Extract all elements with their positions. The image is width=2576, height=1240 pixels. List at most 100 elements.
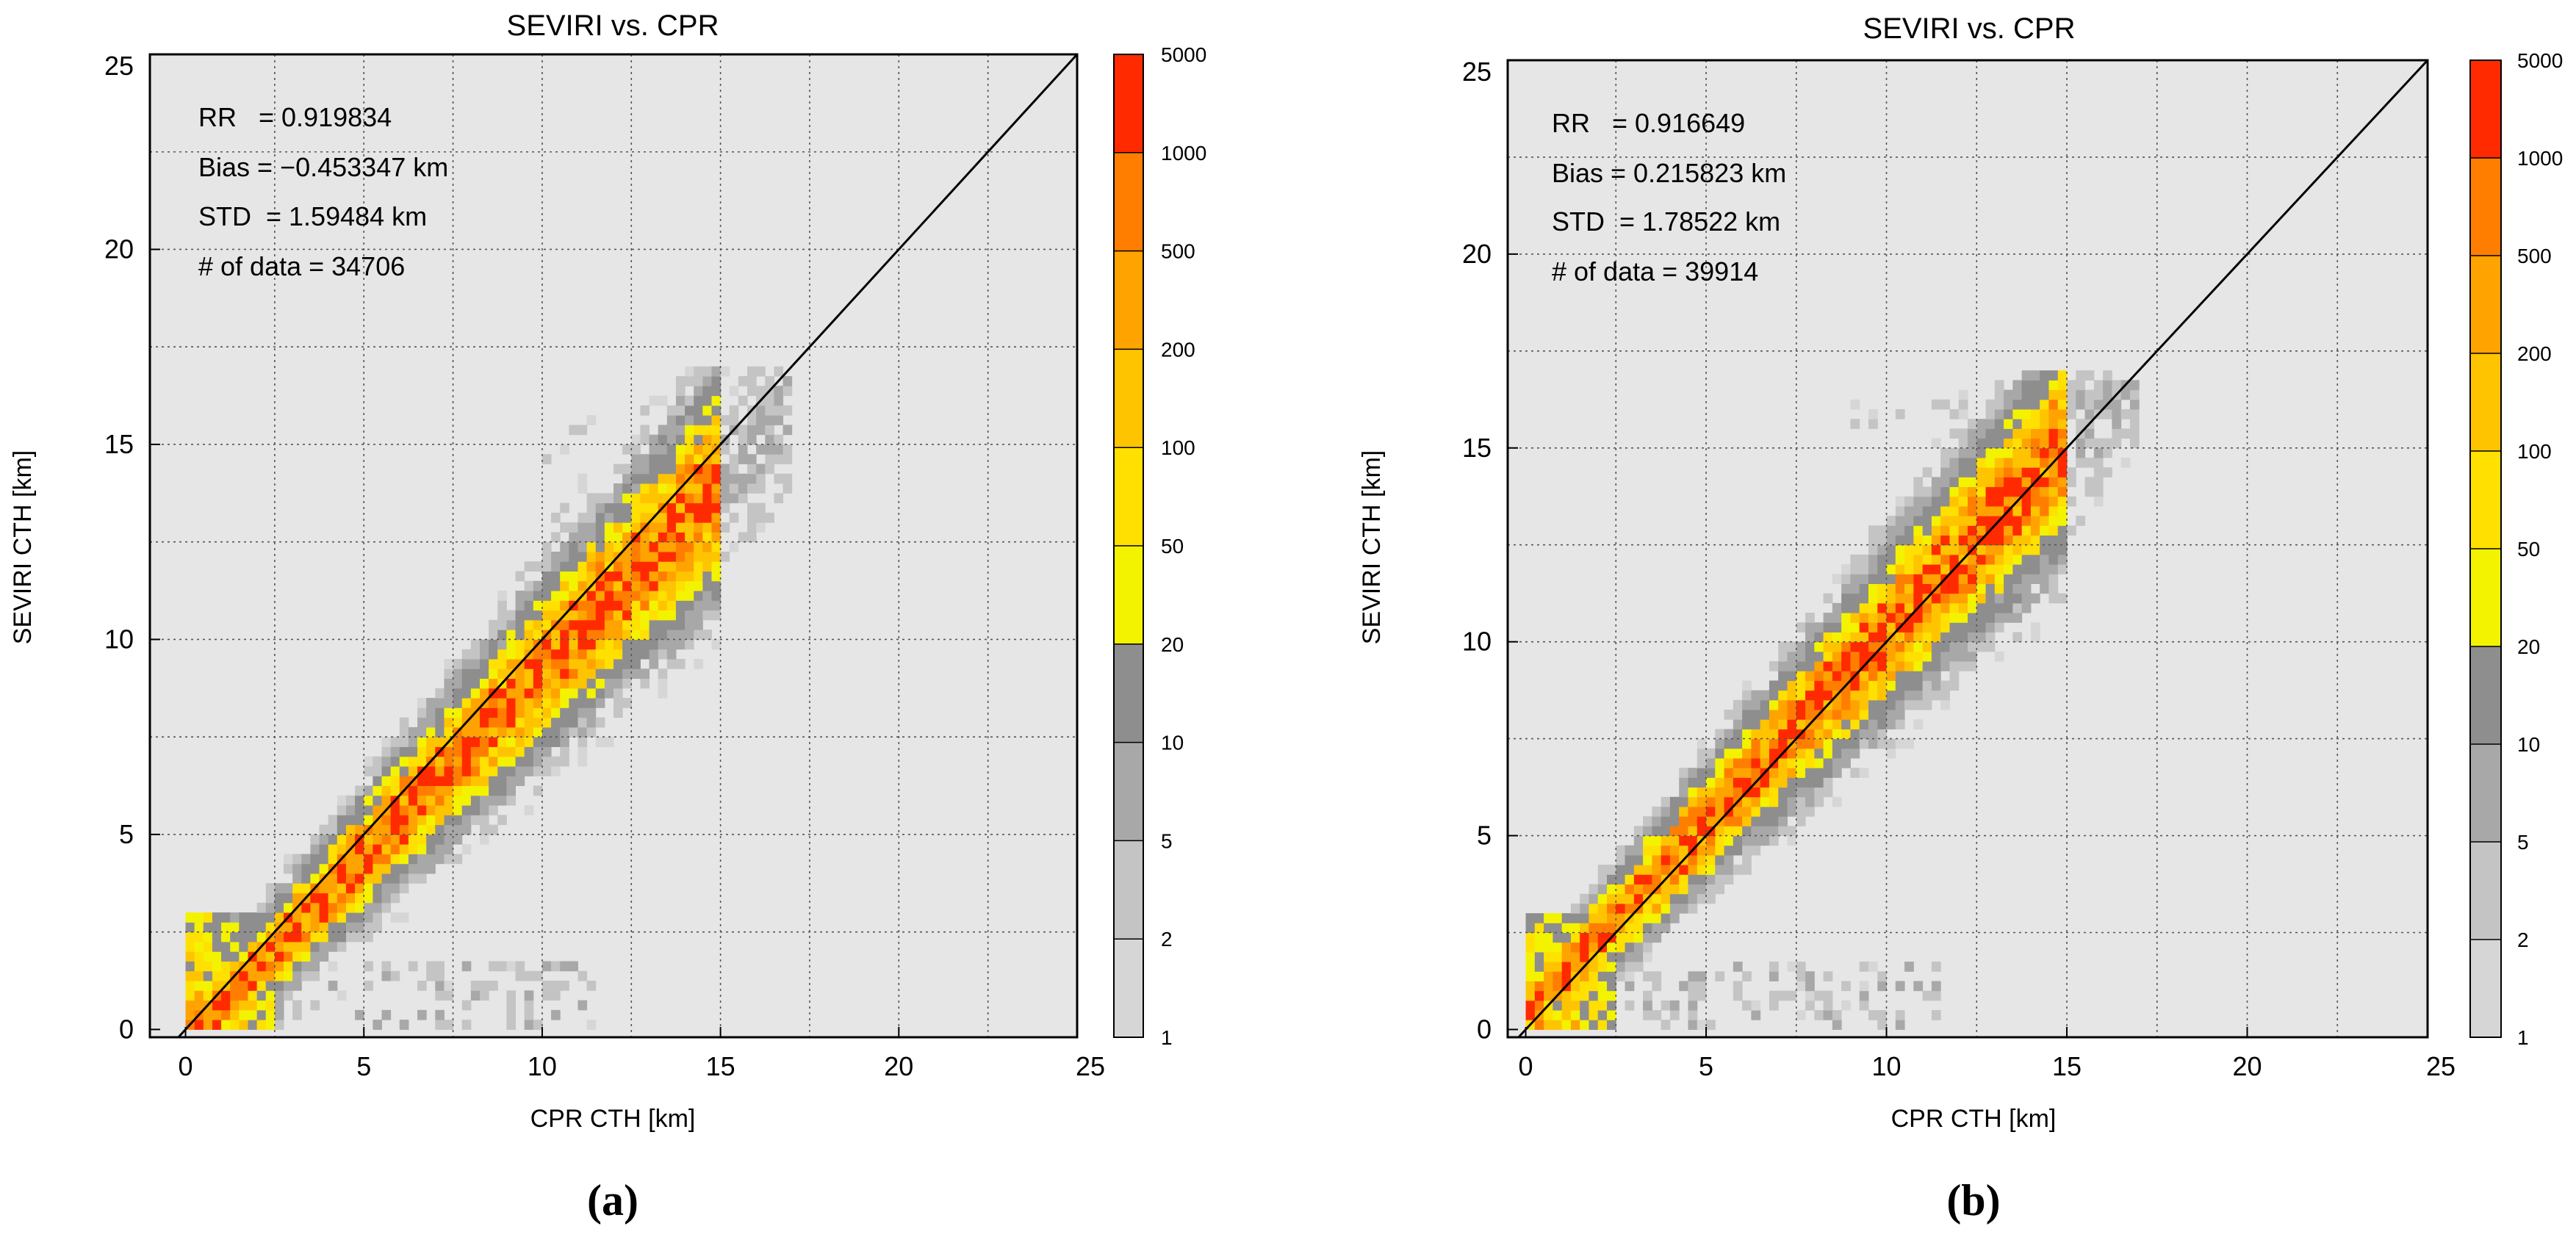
density-cell xyxy=(408,727,418,738)
density-cell xyxy=(1949,525,1960,536)
density-cell xyxy=(533,658,543,669)
density-cell xyxy=(1904,680,1914,691)
density-cell xyxy=(1625,962,1635,972)
density-cell xyxy=(551,668,561,680)
density-cell xyxy=(444,698,454,708)
density-cell xyxy=(640,600,650,611)
density-cell xyxy=(1895,738,1905,749)
density-cell xyxy=(337,873,347,884)
density-cell xyxy=(239,922,248,933)
density-cell xyxy=(399,854,409,865)
density-cell xyxy=(702,580,712,591)
density-cell xyxy=(417,795,427,806)
density-cell xyxy=(444,785,454,796)
density-cell xyxy=(1796,981,1806,992)
density-cell xyxy=(640,532,650,543)
density-cell xyxy=(426,961,436,972)
density-cell xyxy=(524,600,534,611)
one-to-one-line xyxy=(177,53,1079,1039)
density-cell xyxy=(408,805,418,815)
density-cell xyxy=(274,961,284,972)
density-cell xyxy=(489,765,498,776)
density-cell xyxy=(319,931,329,942)
density-cell xyxy=(614,707,623,718)
density-cell xyxy=(292,941,302,952)
density-cell xyxy=(1697,748,1707,759)
density-cell xyxy=(2093,438,2104,449)
density-cell xyxy=(1616,913,1626,923)
density-cell xyxy=(1886,651,1896,662)
density-cell xyxy=(1589,971,1599,981)
density-cell xyxy=(2048,496,2059,507)
colorbar-tick-label: 5 xyxy=(2517,831,2529,854)
density-cell xyxy=(274,1009,284,1020)
density-cell xyxy=(256,990,267,1001)
density-cell xyxy=(1661,884,1671,895)
density-cell xyxy=(479,668,489,680)
density-cell xyxy=(1877,613,1888,623)
density-cell xyxy=(1769,962,1779,972)
density-cell xyxy=(1597,893,1608,904)
density-cell xyxy=(194,1020,204,1030)
density-cell xyxy=(649,649,659,660)
stat-count: # of data = 34706 xyxy=(198,251,405,281)
density-cell xyxy=(1661,865,1671,875)
density-cell xyxy=(453,765,463,776)
density-cell xyxy=(1994,457,2004,468)
density-cell xyxy=(337,990,347,1001)
density-cell xyxy=(533,765,543,776)
density-cell xyxy=(1976,419,1987,429)
density-cell xyxy=(2067,380,2076,391)
density-cell xyxy=(1669,826,1680,837)
density-cell xyxy=(1931,554,1941,565)
colorbar-tick-label: 5 xyxy=(1161,829,1173,852)
density-cell xyxy=(622,649,632,660)
density-cell xyxy=(560,649,569,660)
density-cell xyxy=(614,639,623,650)
density-cell xyxy=(2057,535,2068,546)
density-cell xyxy=(1597,923,1608,933)
density-cell xyxy=(765,405,774,416)
density-cell xyxy=(2103,409,2112,419)
density-cell xyxy=(1904,602,1914,613)
density-cell xyxy=(435,961,445,972)
density-cell xyxy=(2030,419,2040,429)
density-cell xyxy=(1652,903,1662,914)
density-cell xyxy=(1922,622,1932,632)
density-cell xyxy=(1580,942,1589,953)
density-cell xyxy=(2030,593,2040,604)
density-cell xyxy=(542,961,552,972)
density-cell xyxy=(747,464,757,475)
density-cell xyxy=(711,610,722,621)
density-cell xyxy=(1580,913,1589,923)
density-cell xyxy=(1796,719,1806,729)
density-cell xyxy=(729,512,739,523)
density-cell xyxy=(1796,738,1806,749)
density-cell xyxy=(489,698,498,708)
density-cell xyxy=(1940,699,1950,710)
density-cell xyxy=(551,688,561,699)
density-cell xyxy=(1904,632,1914,643)
density-cell xyxy=(614,610,623,621)
density-cell xyxy=(1931,641,1941,652)
density-cell xyxy=(1805,981,1815,992)
density-cell xyxy=(1715,826,1725,837)
density-cell xyxy=(453,746,463,757)
density-cell xyxy=(248,941,258,952)
density-cell xyxy=(2076,438,2086,449)
density-cell xyxy=(2021,457,2032,468)
density-cell xyxy=(1796,971,1806,981)
density-cell xyxy=(408,961,418,972)
density-cell xyxy=(658,649,668,660)
density-cell xyxy=(1895,690,1905,701)
density-cell xyxy=(470,668,481,680)
density-cell xyxy=(381,737,392,747)
density-cell xyxy=(738,473,748,484)
density-cell xyxy=(1652,806,1662,817)
density-cell xyxy=(524,1000,534,1011)
density-cell xyxy=(408,795,418,806)
density-cell xyxy=(1958,632,1968,643)
density-cell xyxy=(569,630,578,640)
density-cell xyxy=(470,776,481,787)
density-cell xyxy=(1949,593,1960,604)
